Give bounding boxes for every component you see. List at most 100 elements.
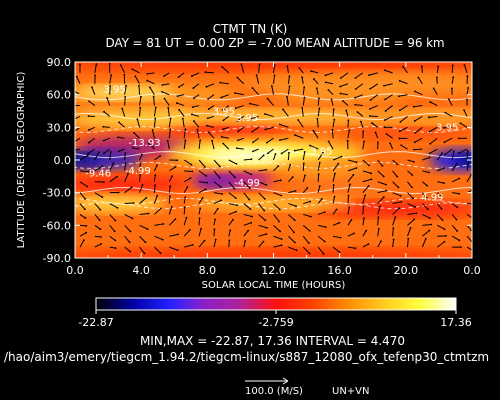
wind-vector-head [412, 105, 415, 108]
wind-vector-head [222, 142, 225, 145]
wind-vector-head [451, 64, 454, 67]
wind-vector [236, 147, 244, 150]
wind-vector-head [370, 178, 373, 181]
contour-line [75, 161, 472, 169]
wind-vector [153, 107, 157, 117]
wind-vector [153, 118, 156, 128]
wind-vector [79, 155, 89, 161]
wind-vector-head [398, 137, 401, 140]
wind-vector [399, 126, 408, 132]
wind-vector [422, 230, 430, 237]
wind-vector [362, 141, 365, 150]
wind-vector-head [199, 207, 202, 210]
wind-vector [317, 98, 320, 106]
wind-vector-head [355, 161, 358, 164]
wind-vector [303, 200, 311, 205]
field-patch [290, 180, 390, 194]
wind-vector [421, 238, 427, 248]
wind-vector [183, 186, 188, 193]
wind-vector [303, 213, 312, 218]
wind-vector [466, 150, 469, 161]
wind-vector-head [452, 150, 455, 153]
wind-vector-head [154, 106, 157, 109]
wind-vector-head [184, 196, 187, 199]
wind-vector-head [294, 189, 297, 192]
wind-vector [399, 80, 408, 85]
wind-vector-head [101, 165, 104, 168]
wind-vector-head [318, 185, 321, 187]
wind-vector-head [251, 130, 254, 133]
wind-vector [377, 181, 387, 186]
wind-vector [267, 98, 274, 106]
wind-vector-field [73, 63, 472, 255]
wind-vector [153, 185, 156, 193]
wind-vector-head [288, 151, 290, 154]
wind-vector-head [312, 78, 315, 80]
wind-vector-head [192, 120, 195, 122]
wind-vector-head [87, 115, 90, 118]
contour-label: -13.93 [128, 138, 160, 149]
wind-vector-head [458, 177, 461, 180]
field-patch [429, 149, 472, 171]
wind-vector [317, 152, 324, 161]
wind-vector [332, 235, 341, 239]
wind-vector-head [414, 131, 417, 134]
wind-vector [88, 100, 96, 106]
wind-vector-head [166, 139, 169, 142]
wind-vector-head [270, 85, 273, 87]
wind-vector [184, 170, 193, 172]
wind-vector-head [441, 195, 443, 198]
wind-vector [332, 209, 337, 215]
wind-vector-head [354, 247, 357, 250]
wind-vector-head [324, 226, 327, 229]
wind-vector-head [349, 183, 351, 186]
wind-vector [377, 196, 385, 204]
wind-vector-head [383, 119, 386, 121]
wind-vector-head [169, 195, 171, 198]
wind-vector-head [174, 166, 177, 168]
wind-vector [332, 222, 340, 226]
contour-line [75, 186, 472, 195]
wind-vector [377, 228, 380, 237]
wind-vector [222, 143, 230, 150]
wind-vector-head [444, 153, 446, 156]
wind-vector-head [263, 197, 266, 200]
wind-vector [451, 178, 460, 183]
wind-vector-head [131, 68, 134, 71]
wind-vector-head [264, 219, 267, 222]
wind-vector-head [426, 208, 429, 211]
wind-vector [369, 72, 378, 76]
wind-vector-head [251, 215, 253, 218]
wind-vector [258, 241, 264, 248]
wind-vector-head [384, 110, 387, 112]
wind-vector [183, 207, 186, 215]
wind-vector [103, 126, 110, 128]
wind-vector [287, 86, 290, 95]
wind-vector-head [73, 118, 75, 120]
wind-vector-head [459, 122, 462, 125]
wind-vector [138, 85, 141, 95]
wind-vector-head [413, 148, 416, 151]
wind-vector-head [84, 197, 87, 200]
wind-vector [109, 74, 112, 84]
wind-vector-head [207, 108, 210, 111]
wind-vector [117, 136, 125, 139]
wind-vector [407, 181, 413, 188]
contour-line [75, 93, 472, 101]
wind-vector-head [237, 139, 239, 142]
y-tick-label: 60.0 [47, 89, 72, 102]
wind-vector-head [250, 221, 253, 224]
wind-vector [106, 97, 111, 106]
wind-vector [281, 148, 289, 154]
wind-vector [243, 222, 252, 226]
wind-vector-head [293, 149, 296, 152]
wind-vector [164, 98, 170, 106]
wind-vector [168, 118, 172, 128]
wind-vector [436, 241, 445, 248]
wind-vector-head [228, 239, 231, 242]
wind-vector-head [186, 186, 189, 188]
wind-vector [437, 224, 445, 230]
wind-vector [332, 184, 335, 193]
contour-label: 4.99 [421, 192, 443, 203]
x-tick-label: 12.0 [261, 264, 286, 277]
